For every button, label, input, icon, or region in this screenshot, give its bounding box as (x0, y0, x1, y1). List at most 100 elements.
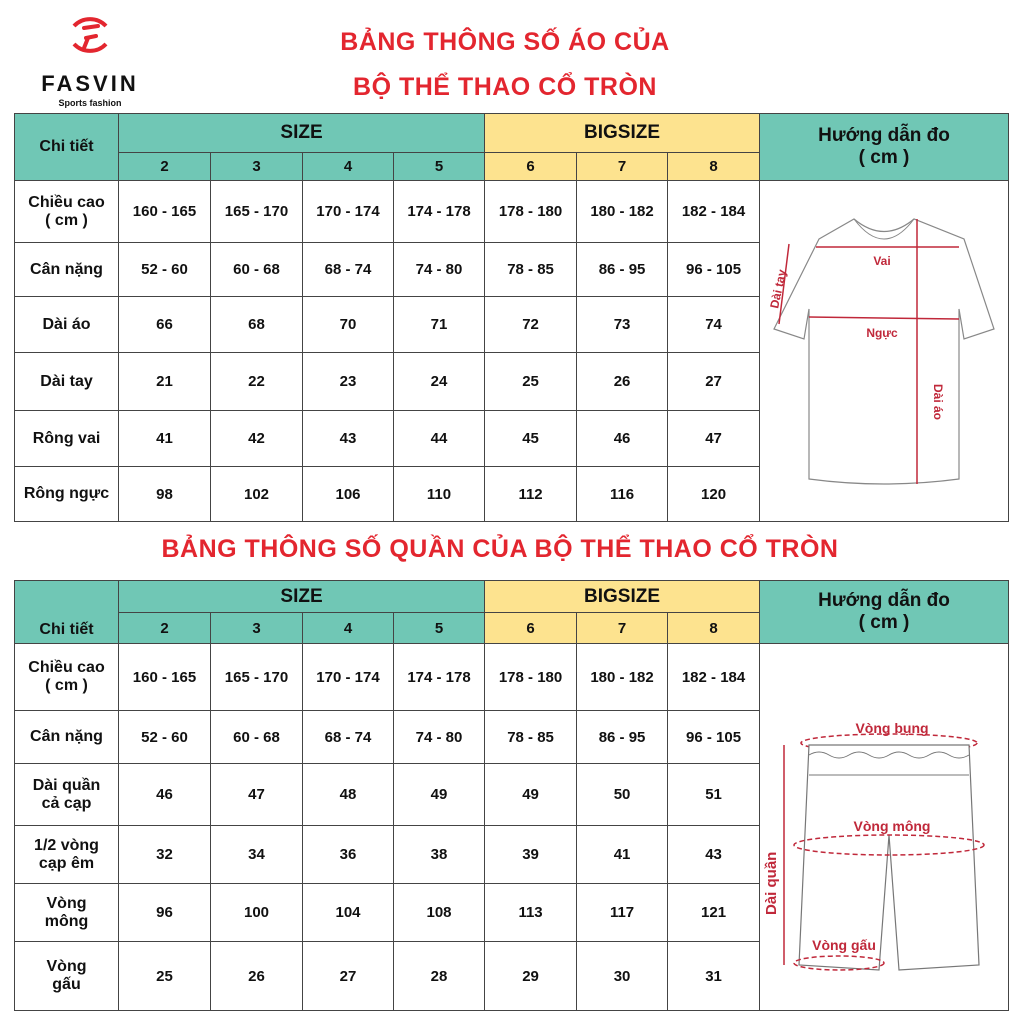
detail-header: Chi tiết (14, 113, 119, 181)
table-cell: 86 - 95 (576, 242, 669, 297)
table-cell: 160 - 165 (118, 180, 211, 243)
pants-size-table: Chi tiết SIZE BIGSIZE Hướng dẫn đo( cm )… (14, 580, 1009, 1011)
table-cell: 116 (576, 466, 669, 522)
guide-header: Hướng dẫn đo( cm ) (759, 580, 1009, 644)
table-cell: 44 (392, 410, 486, 467)
table-cell: 51 (667, 763, 761, 826)
table-cell: 38 (392, 825, 486, 884)
table-cell: 113 (484, 883, 578, 942)
table-cell: 41 (118, 410, 211, 467)
row-label: 1/2 vòng cạp êm (14, 825, 119, 884)
table-cell: 22 (210, 352, 303, 411)
table-row: Vòng mông 96 100 104 108 113 117 121 (14, 883, 1009, 942)
size-header: SIZE (117, 113, 486, 153)
table-cell: 117 (576, 883, 669, 942)
table-cell: 174 - 178 (392, 643, 486, 711)
table-cell: 26 (210, 941, 303, 1011)
dai-quan-label: Dài quần (764, 852, 780, 915)
row-label: Vòng mông (14, 883, 119, 942)
table-cell: 34 (210, 825, 303, 884)
table-cell: 74 (667, 296, 761, 353)
table-cell: 74 - 80 (392, 710, 486, 764)
size-column-header: 8 (667, 612, 761, 644)
row-label: Rông ngực (14, 466, 119, 522)
table-cell: 180 - 182 (576, 180, 669, 243)
table-cell: 72 (484, 296, 578, 353)
table-cell: 71 (392, 296, 486, 353)
table-row: Vòng gấu 25 26 27 28 29 30 31 (14, 941, 1009, 1011)
table-cell: 104 (302, 883, 394, 942)
shirt-title-line1: BẢNG THÔNG SỐ ÁO CỦA (340, 28, 670, 56)
table-cell: 70 (302, 296, 394, 353)
row-label: Dài quần cả cạp (14, 763, 119, 826)
table-cell: 25 (118, 941, 211, 1011)
logo-mark-icon (72, 17, 108, 53)
table-cell: 68 (210, 296, 303, 353)
table-cell: 78 - 85 (484, 710, 578, 764)
table-cell: 112 (484, 466, 578, 522)
table-cell: 60 - 68 (210, 242, 303, 297)
table-cell: 165 - 170 (210, 643, 303, 711)
table-cell: 121 (667, 883, 761, 942)
table-cell: 170 - 174 (302, 180, 394, 243)
shirt-size-table: Chi tiết SIZE BIGSIZE Hướng dẫn đo( cm )… (14, 113, 1009, 522)
table-cell: 68 - 74 (302, 710, 394, 764)
size-column-header: 2 (118, 152, 211, 181)
dai-ao-label: Dài áo (931, 384, 945, 420)
table-cell: 102 (210, 466, 303, 522)
shirt-title-line2: BỘ THỂ THAO CỔ TRÒN (353, 73, 657, 101)
vai-label: Vai (873, 254, 890, 268)
vong-gau-label: Vòng gấu (812, 937, 876, 953)
table-cell: 52 - 60 (118, 710, 211, 764)
size-column-header: 4 (302, 152, 394, 181)
table-cell: 43 (667, 825, 761, 884)
table-row: Rông vai 41 42 43 44 45 46 47 (14, 410, 1009, 467)
table-cell: 86 - 95 (576, 710, 669, 764)
size-column-header: 8 (667, 152, 761, 181)
size-column-header: 6 (484, 152, 578, 181)
table-cell: 100 (210, 883, 303, 942)
table-cell: 36 (302, 825, 394, 884)
table-cell: 25 (484, 352, 578, 411)
table-cell: 27 (667, 352, 761, 411)
brand-name: FASVIN (41, 71, 139, 96)
dai-tay-label: Dài tay (767, 268, 789, 310)
table-cell: 96 - 105 (667, 242, 761, 297)
row-label: Vòng gấu (14, 941, 119, 1011)
row-label: Chiều cao( cm ) (14, 180, 119, 243)
table-cell: 28 (392, 941, 486, 1011)
table-cell: 45 (484, 410, 578, 467)
table-cell: 178 - 180 (484, 643, 578, 711)
guide-header: Hướng dẫn đo( cm ) (759, 113, 1009, 181)
table-cell: 47 (210, 763, 303, 826)
table-cell: 42 (210, 410, 303, 467)
table-cell: 74 - 80 (392, 242, 486, 297)
table-cell: 182 - 184 (667, 180, 761, 243)
row-label: Cân nặng (14, 710, 119, 764)
table-cell: 66 (118, 296, 211, 353)
table-cell: 26 (576, 352, 669, 411)
size-column-header: 3 (210, 612, 303, 644)
size-column-header: 2 (118, 612, 211, 644)
table-cell: 29 (484, 941, 578, 1011)
detail-header: Chi tiết (14, 580, 119, 644)
row-label: Chiều cao( cm ) (14, 643, 119, 711)
table-cell: 178 - 180 (484, 180, 578, 243)
size-column-header: 5 (392, 152, 486, 181)
size-column-header: 5 (392, 612, 486, 644)
measurement-guide: Vai Ngực Dài áo Dài tay (759, 180, 1009, 522)
table-cell: 41 (576, 825, 669, 884)
table-cell: 24 (392, 352, 486, 411)
vong-mong-label: Vòng mông (854, 818, 931, 834)
row-label: Rông vai (14, 410, 119, 467)
row-label: Cân nặng (14, 242, 119, 297)
pants-title: BẢNG THÔNG SỐ QUẦN CỦA BỘ THỂ THAO CỔ TR… (161, 535, 839, 563)
table-cell: 98 (118, 466, 211, 522)
table-cell: 23 (302, 352, 394, 411)
row-label: Dài áo (14, 296, 119, 353)
table-cell: 106 (302, 466, 394, 522)
measurement-guide: Vòng bụng Vòng mông Vòng gấu Dài quần (759, 643, 1009, 1011)
table-cell: 49 (392, 763, 486, 826)
table-cell: 165 - 170 (210, 180, 303, 243)
brand-tagline: Sports fashion (58, 98, 122, 108)
